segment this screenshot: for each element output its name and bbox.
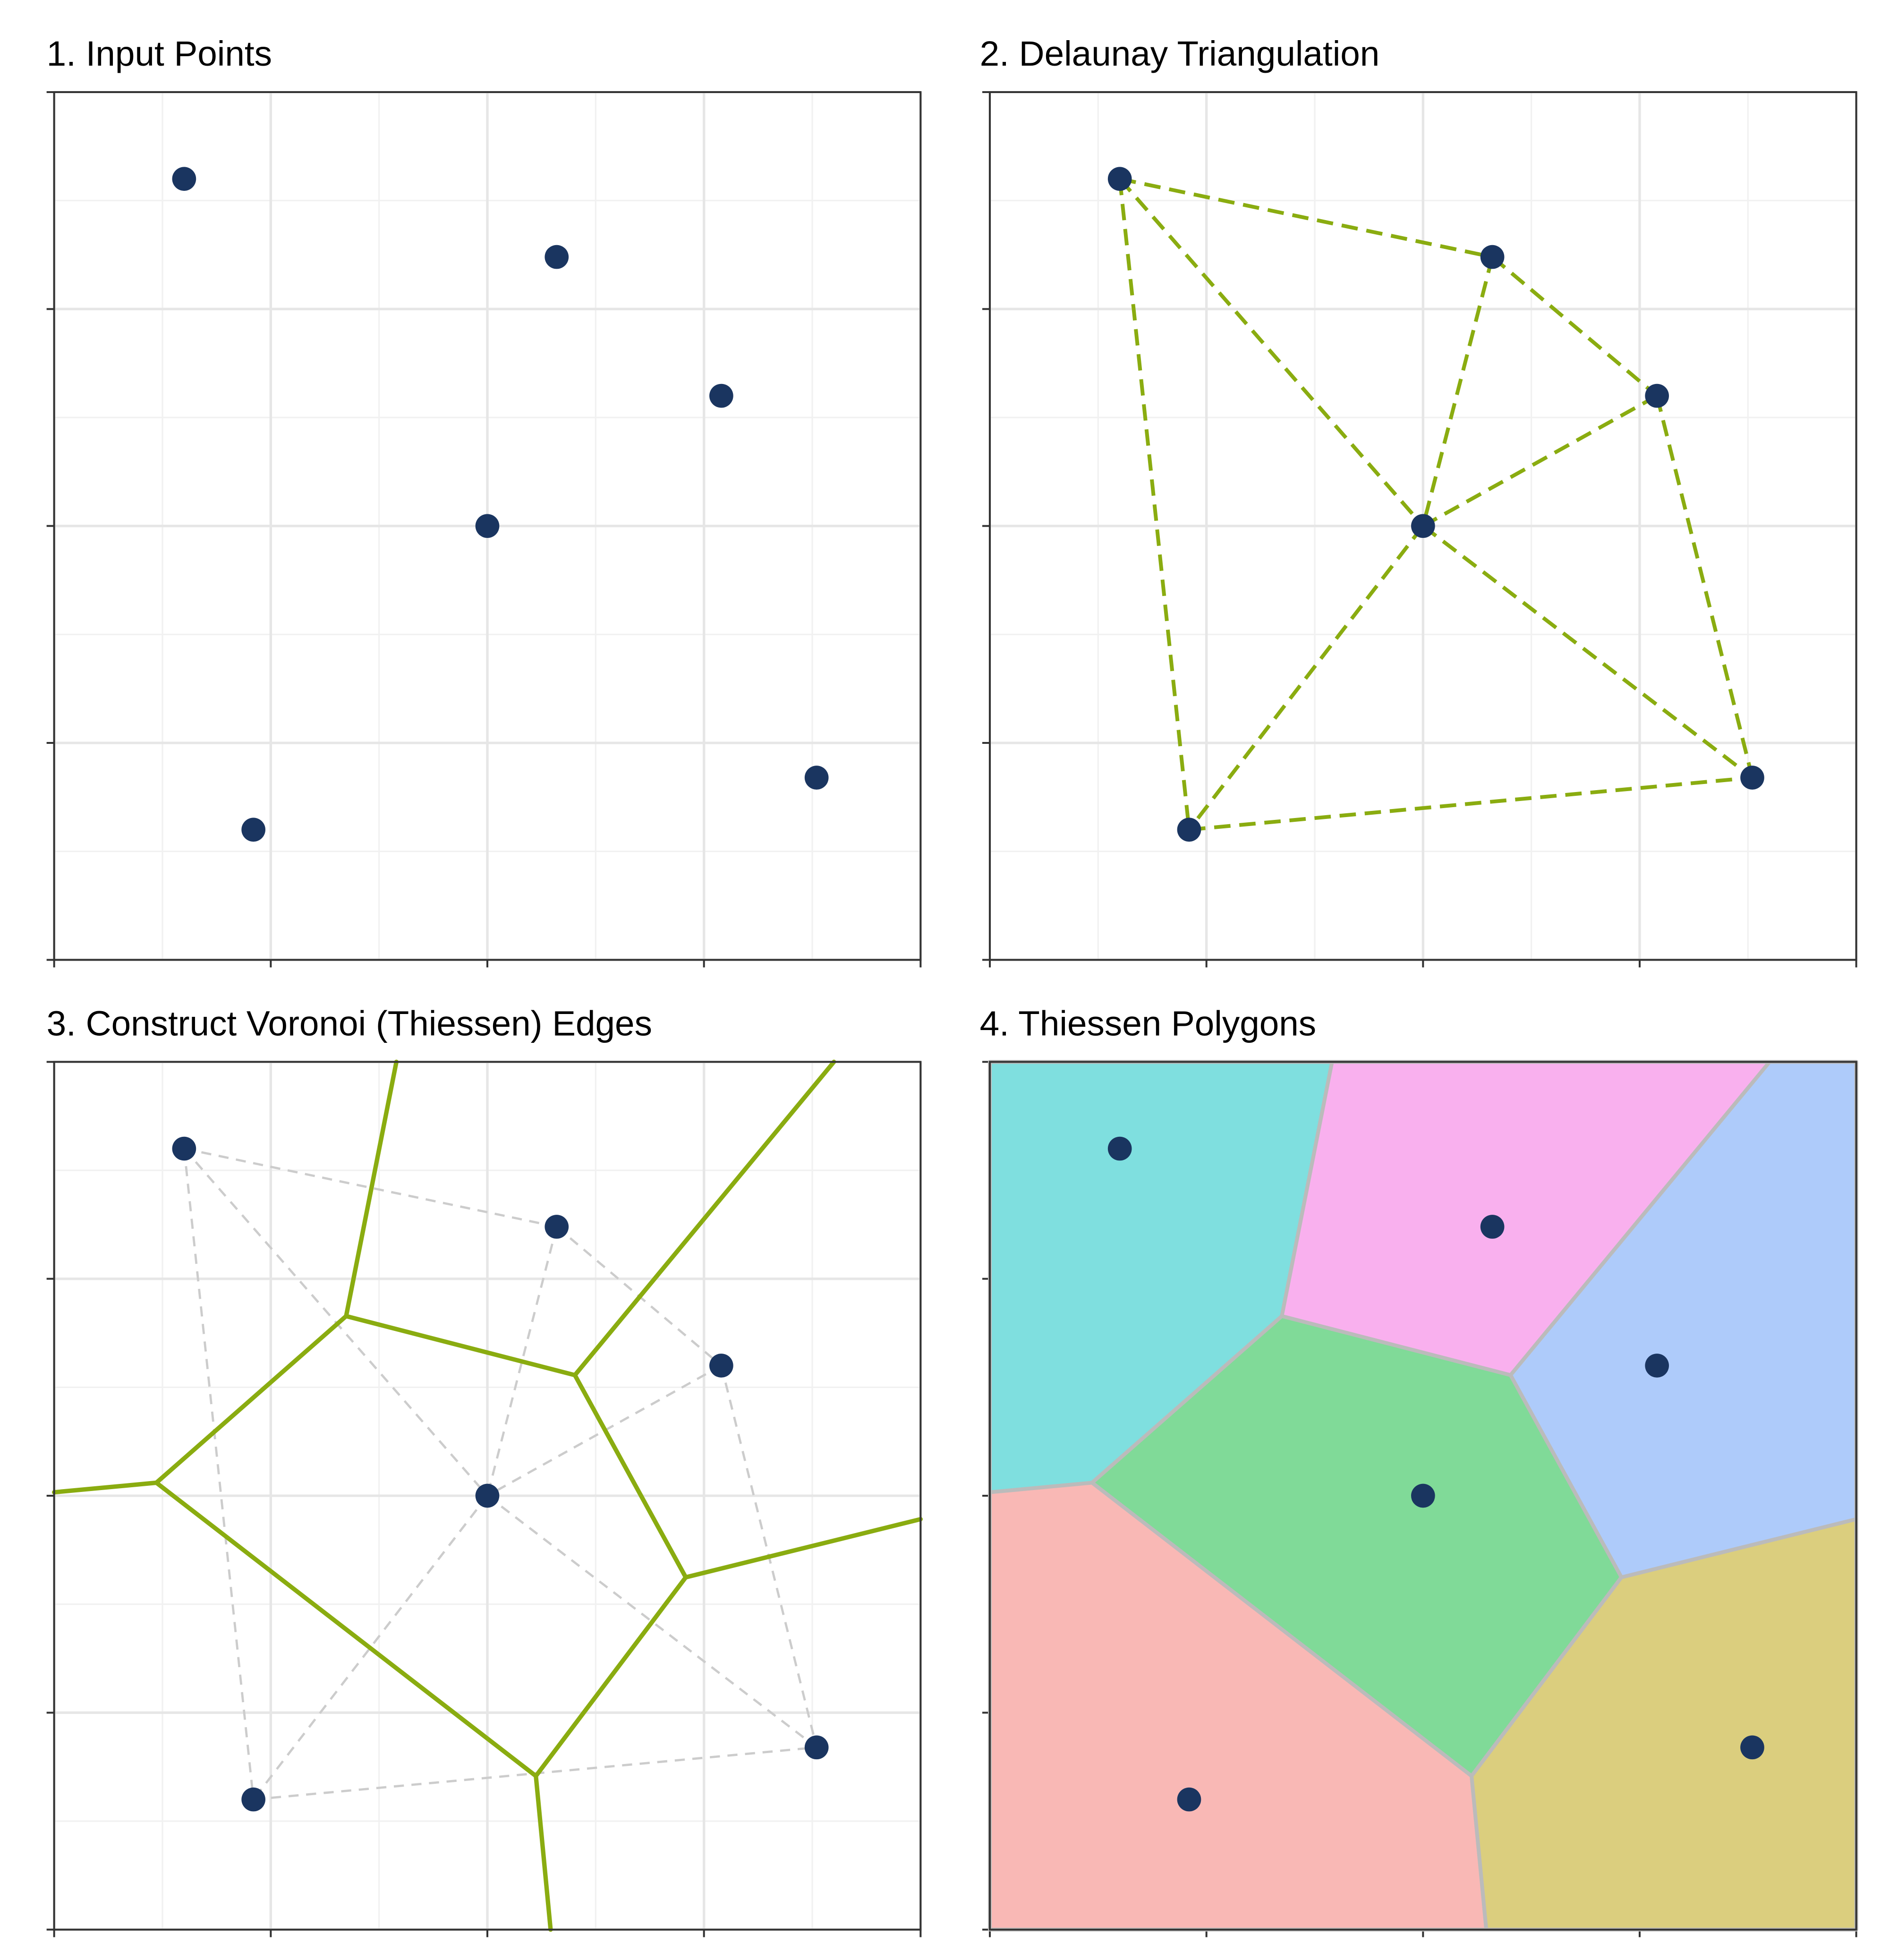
point-A bbox=[172, 1136, 196, 1161]
panel-title: 1. Input Points bbox=[47, 34, 272, 73]
point-B bbox=[545, 245, 569, 269]
delaunay-edge bbox=[1491, 256, 1659, 398]
delaunay-edge bbox=[1119, 177, 1493, 259]
delaunay-edge bbox=[1187, 525, 1425, 831]
point-D bbox=[804, 766, 829, 790]
voronoi-edge bbox=[534, 1575, 688, 1779]
point-E bbox=[1411, 514, 1435, 538]
point-E bbox=[1411, 1483, 1435, 1508]
point-F bbox=[241, 818, 265, 842]
point-B bbox=[1480, 245, 1505, 269]
point-C bbox=[709, 1354, 733, 1378]
point-B bbox=[545, 1215, 569, 1239]
plot-area bbox=[982, 1060, 1858, 1937]
panel-title: 3. Construct Voronoi (Thiessen) Edges bbox=[47, 1003, 652, 1043]
delaunay-edge bbox=[183, 1148, 488, 1497]
delaunay-edge bbox=[1189, 775, 1753, 832]
point-A bbox=[1107, 167, 1132, 191]
delaunay-edge bbox=[183, 1148, 255, 1800]
point-A bbox=[172, 167, 196, 191]
delaunay-edge bbox=[486, 1226, 558, 1496]
point-C bbox=[709, 383, 733, 408]
point-D bbox=[1740, 1735, 1764, 1760]
voronoi-edge bbox=[683, 1517, 923, 1580]
point-E bbox=[475, 1483, 500, 1508]
panel-border bbox=[989, 1061, 1857, 1931]
panel-4: 4. Thiessen Polygons bbox=[980, 1003, 1858, 1937]
panel-2: 2. Delaunay Triangulation bbox=[980, 34, 1858, 968]
delaunay-edge bbox=[1655, 395, 1754, 778]
point-E bbox=[475, 514, 500, 538]
point-C bbox=[1645, 383, 1669, 408]
delaunay-edge bbox=[1421, 524, 1753, 779]
point-A bbox=[1107, 1136, 1132, 1161]
point-B bbox=[1480, 1215, 1505, 1239]
panel-title: 2. Delaunay Triangulation bbox=[980, 34, 1380, 73]
voronoi-edge bbox=[51, 1480, 159, 1495]
panel-1: 1. Input Points bbox=[46, 34, 922, 968]
voronoi-edge bbox=[344, 1314, 577, 1378]
point-C bbox=[1645, 1354, 1669, 1378]
delaunay-edge bbox=[486, 1364, 722, 1497]
plot-area bbox=[982, 91, 1858, 968]
point-F bbox=[241, 1787, 265, 1812]
panel-3: 3. Construct Voronoi (Thiessen) Edges bbox=[46, 1003, 923, 1937]
voronoi-edge bbox=[534, 1773, 553, 1932]
panel-border bbox=[53, 91, 922, 961]
delaunay-edge bbox=[252, 1495, 488, 1800]
point-D bbox=[1740, 766, 1764, 790]
delaunay-edge bbox=[1118, 178, 1425, 528]
voronoi-edge bbox=[572, 1372, 688, 1580]
panel-border bbox=[53, 1061, 922, 1931]
voronoi-edge bbox=[572, 1059, 836, 1378]
voronoi-edge bbox=[344, 1059, 399, 1319]
delaunay-edge bbox=[1421, 256, 1494, 527]
plot-area bbox=[46, 1059, 923, 1937]
point-D bbox=[804, 1735, 829, 1760]
point-F bbox=[1177, 818, 1201, 842]
panel-border bbox=[989, 91, 1857, 961]
delaunay-edge bbox=[1422, 394, 1658, 528]
delaunay-edge bbox=[1118, 179, 1191, 830]
plot-area bbox=[46, 91, 922, 968]
point-F bbox=[1177, 1787, 1201, 1812]
panel-title: 4. Thiessen Polygons bbox=[980, 1003, 1316, 1043]
voronoi-edge bbox=[154, 1480, 538, 1779]
voronoi-edge bbox=[154, 1314, 349, 1485]
